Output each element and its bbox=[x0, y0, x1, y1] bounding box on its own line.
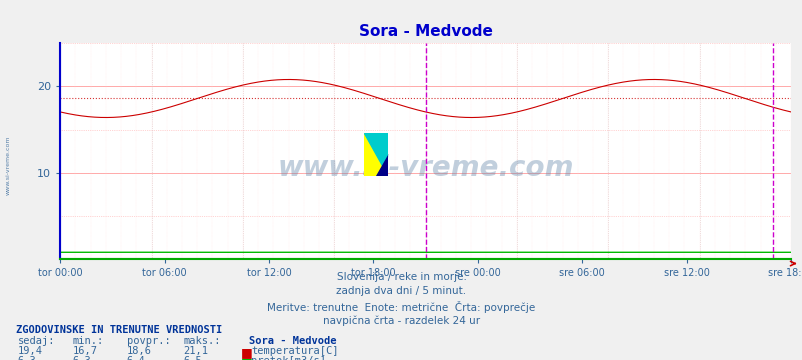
Text: ■: ■ bbox=[241, 356, 253, 360]
Text: 18,6: 18,6 bbox=[127, 346, 152, 356]
Text: 6,4: 6,4 bbox=[127, 356, 145, 360]
Text: Sora - Medvode: Sora - Medvode bbox=[249, 336, 336, 346]
Text: temperatura[C]: temperatura[C] bbox=[251, 346, 338, 356]
Polygon shape bbox=[363, 133, 387, 176]
Title: Sora - Medvode: Sora - Medvode bbox=[358, 24, 492, 39]
Text: 6,3: 6,3 bbox=[72, 356, 91, 360]
Polygon shape bbox=[363, 133, 387, 176]
Text: www.si-vreme.com: www.si-vreme.com bbox=[6, 136, 10, 195]
Text: zadnja dva dni / 5 minut.: zadnja dva dni / 5 minut. bbox=[336, 286, 466, 296]
Text: 16,7: 16,7 bbox=[72, 346, 97, 356]
Text: navpična črta - razdelek 24 ur: navpična črta - razdelek 24 ur bbox=[322, 315, 480, 325]
Text: 21,1: 21,1 bbox=[183, 346, 208, 356]
Text: 6,3: 6,3 bbox=[18, 356, 36, 360]
Text: pretok[m3/s]: pretok[m3/s] bbox=[251, 356, 326, 360]
Text: ZGODOVINSKE IN TRENUTNE VREDNOSTI: ZGODOVINSKE IN TRENUTNE VREDNOSTI bbox=[16, 325, 222, 335]
Text: 6,5: 6,5 bbox=[183, 356, 201, 360]
Text: min.:: min.: bbox=[72, 336, 103, 346]
Text: www.si-vreme.com: www.si-vreme.com bbox=[277, 154, 573, 183]
Text: 19,4: 19,4 bbox=[18, 346, 43, 356]
Text: Meritve: trenutne  Enote: metrične  Črta: povprečje: Meritve: trenutne Enote: metrične Črta: … bbox=[267, 301, 535, 312]
Text: povpr.:: povpr.: bbox=[127, 336, 170, 346]
Polygon shape bbox=[375, 155, 387, 176]
Text: maks.:: maks.: bbox=[183, 336, 221, 346]
Text: sedaj:: sedaj: bbox=[18, 336, 55, 346]
Text: ■: ■ bbox=[241, 346, 253, 359]
Text: Slovenija / reke in morje.: Slovenija / reke in morje. bbox=[336, 272, 466, 282]
